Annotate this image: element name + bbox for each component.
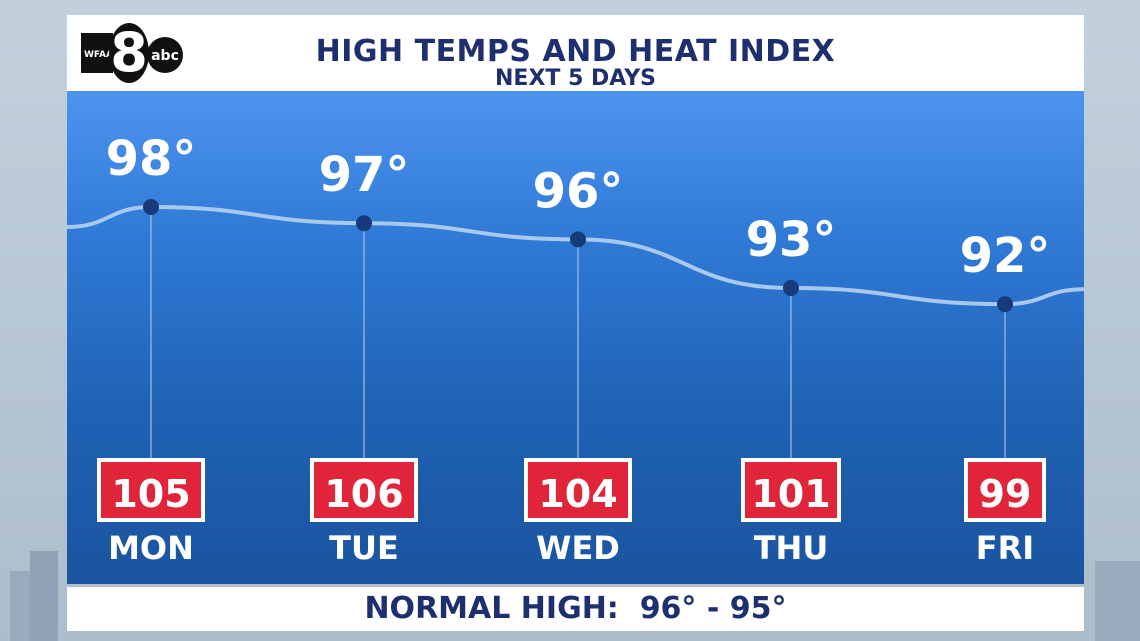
heat-index-label-wed: 104 xyxy=(538,472,617,516)
temp-label-fri: 92° xyxy=(960,228,1051,284)
heat-index-box-fill-tue xyxy=(314,462,414,518)
heat-index-label-tue: 106 xyxy=(324,472,403,516)
normal-high-value: 96° - 95° xyxy=(639,591,787,626)
header-bar: WFAA 8 abc HIGH TEMPS AND HEAT INDEX NEX… xyxy=(67,15,1084,91)
day-label-mon: MON xyxy=(108,529,194,567)
normal-high-label: NORMAL HIGH: xyxy=(364,591,619,626)
heat-index-box-fill-thu xyxy=(745,462,837,518)
temp-label-tue: 97° xyxy=(319,147,410,203)
temp-label-mon: 98° xyxy=(106,131,197,187)
temperature-line xyxy=(67,204,1084,307)
day-label-thu: THU xyxy=(754,529,829,567)
chart-subtitle: NEXT 5 DAYS xyxy=(495,66,656,91)
chart-title: HIGH TEMPS AND HEAT INDEX xyxy=(315,34,836,69)
temp-point-mon xyxy=(143,199,159,215)
temp-point-tue xyxy=(356,215,372,232)
temp-label-thu: 93° xyxy=(746,212,837,268)
temp-point-wed xyxy=(570,231,586,248)
temp-label-wed: 96° xyxy=(533,163,624,219)
temp-point-fri xyxy=(997,296,1013,313)
day-label-tue: TUE xyxy=(329,529,399,567)
heat-index-box-fill-mon xyxy=(101,462,201,518)
day-label-wed: WED xyxy=(536,529,620,567)
heat-index-box-fill-wed xyxy=(528,462,628,518)
city-skyline-background xyxy=(10,551,1140,641)
temperature-chart: 98° 105 MON 97° 106 TUE 96° 104 WED 93° 101 THU 92° 9… xyxy=(67,131,1084,567)
heat-index-label-fri: 99 xyxy=(979,472,1032,516)
logo-channel-text: 8 xyxy=(110,21,148,84)
chart-panel: 98° 105 MON 97° 106 TUE 96° 104 WED 93° 101 THU 92° 9… xyxy=(67,91,1084,584)
logo-station-text: WFAA xyxy=(84,50,113,60)
day-label-fri: FRI xyxy=(976,529,1034,567)
heat-index-label-mon: 105 xyxy=(111,472,190,516)
wfaa-8-abc-logo: WFAA 8 abc xyxy=(81,21,183,84)
temp-point-thu xyxy=(783,280,799,296)
normal-high-footer: NORMAL HIGH: 96° - 95° xyxy=(67,587,1084,631)
heat-index-label-thu: 101 xyxy=(751,472,830,516)
heat-index-box-fill-fri xyxy=(968,462,1042,518)
logo-network-text: abc xyxy=(151,48,179,64)
